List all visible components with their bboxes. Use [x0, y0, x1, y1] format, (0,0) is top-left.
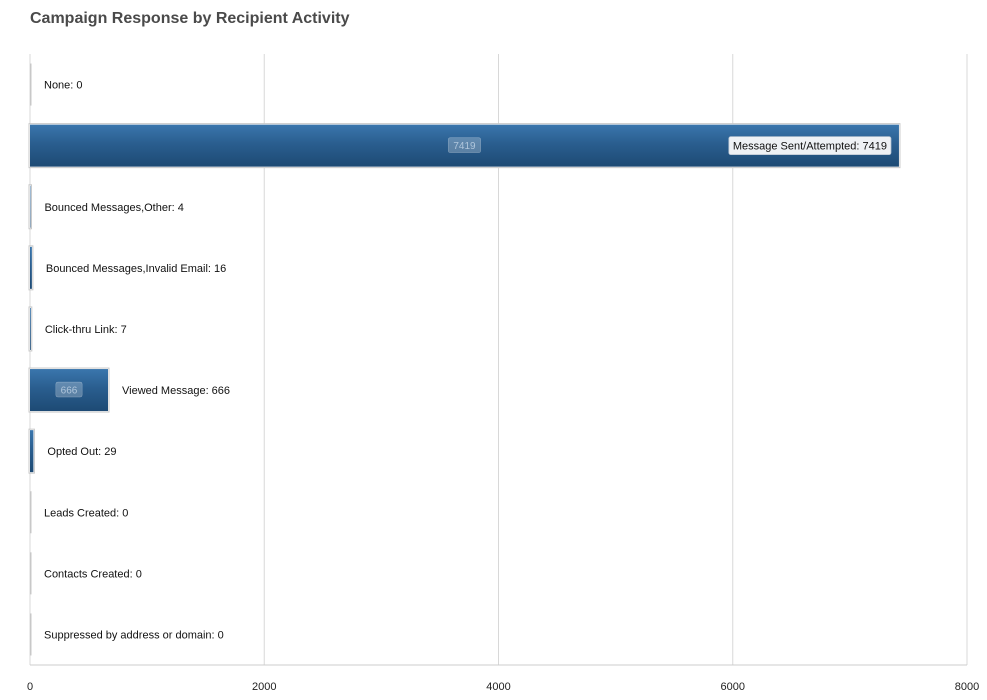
bar-viewed-message — [30, 369, 109, 412]
bars — [28, 63, 901, 656]
x-tick-label: 8000 — [955, 681, 979, 693]
bar-leads-created — [30, 491, 32, 534]
bar-label-bounced-messages-other: Bounced Messages,Other: 4 — [44, 202, 183, 214]
x-tick-label: 2000 — [252, 681, 276, 693]
chart-title: Campaign Response by Recipient Activity — [30, 10, 350, 27]
x-axis-ticks: 0 2000 4000 6000 8000 — [27, 681, 979, 693]
bar-label-message-sent-attempted: Message Sent/Attempted: 7419 — [733, 141, 887, 153]
bar-label-click-thru-link: Click-thru Link: 7 — [45, 324, 127, 336]
bar-label-none: None: 0 — [44, 80, 83, 92]
bar-bounced-messages-invalid-email — [30, 246, 32, 289]
bar-labels: None: 0 7419 Message Sent/Attempted: 7419 B… — [44, 80, 892, 641]
bar-suppressed-by-address-or-domain — [30, 613, 32, 656]
bar-label-suppressed-by-address-or-domain: Suppressed by address or domain: 0 — [44, 629, 224, 641]
x-tick-label: 4000 — [486, 681, 510, 693]
bar-none — [30, 63, 32, 106]
bar-label-leads-created: Leads Created: 0 — [44, 507, 128, 519]
bar-click-thru-link — [30, 307, 31, 350]
value-badge-message-sent-attempted — [447, 137, 481, 153]
bar-value-viewed-message: 666 — [61, 386, 78, 397]
x-tick-label: 0 — [27, 681, 33, 693]
x-tick-label: 6000 — [721, 681, 745, 693]
label-box-message-sent-attempted — [728, 136, 892, 156]
bar-label-contacts-created: Contacts Created: 0 — [44, 568, 142, 580]
value-badge-viewed-message — [55, 381, 83, 398]
bar-label-opted-out: Opted Out: 29 — [47, 446, 116, 458]
bar-value-message-sent-attempted: 7419 — [453, 141, 476, 152]
bar-contacts-created — [30, 552, 32, 595]
bar-label-bounced-messages-invalid-email: Bounced Messages,Invalid Email: 16 — [46, 263, 226, 275]
bar-opted-out — [30, 430, 34, 473]
bar-label-viewed-message: Viewed Message: 666 — [122, 385, 230, 397]
